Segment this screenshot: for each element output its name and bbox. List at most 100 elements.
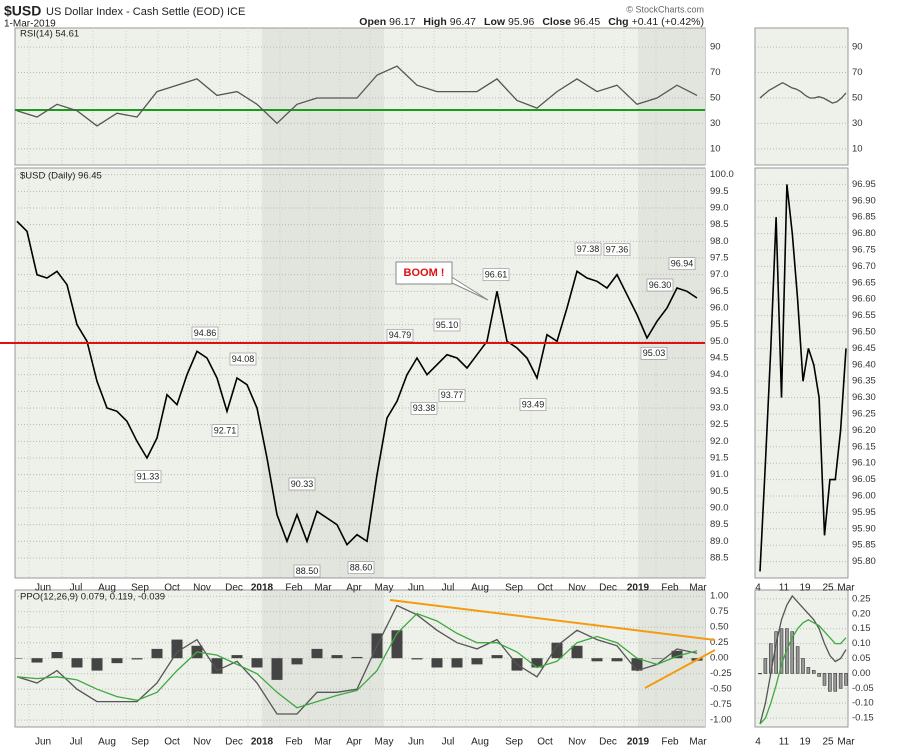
panel: 95.80 95.85 95.90 95.95 96.00 96.05 96.10 96.15… bbox=[754, 167, 876, 579]
annotation-label: 91.33 bbox=[137, 472, 160, 482]
y-tick-label: 91.0 bbox=[710, 469, 729, 480]
x-tick-label: May bbox=[375, 737, 394, 748]
shade bbox=[262, 168, 384, 578]
y-tick-label: 70 bbox=[852, 67, 863, 78]
y-tick-label: 96.20 bbox=[852, 425, 876, 436]
quote-label: Open bbox=[359, 16, 386, 28]
histogram-bar bbox=[531, 658, 543, 668]
x-tick-label: Mar bbox=[689, 583, 707, 594]
quote-value: 96.47 bbox=[450, 16, 476, 28]
y-tick-label: 89.5 bbox=[710, 519, 729, 530]
y-tick-label: 98.5 bbox=[710, 219, 729, 230]
histogram-bar bbox=[351, 656, 363, 659]
annotation-label: 97.36 bbox=[606, 245, 629, 255]
y-tick-label: 96.35 bbox=[852, 376, 876, 387]
y-tick-label: -0.10 bbox=[852, 698, 874, 709]
instrument-name: US Dollar Index - Cash Settle (EOD) ICE bbox=[46, 6, 245, 18]
callout-text: BOOM ! bbox=[404, 267, 445, 279]
y-tick-label: 92.0 bbox=[710, 436, 729, 447]
y-tick-label: 1.00 bbox=[710, 591, 729, 602]
shade bbox=[638, 28, 705, 165]
series-line bbox=[759, 594, 847, 725]
y-tick-label: 0.25 bbox=[852, 593, 871, 604]
y-tick-label: 96.70 bbox=[852, 261, 876, 272]
panels: 10 30 50 70 90 RSI(14) 54.61 88.5 89.0 89.5 90.0 9… bbox=[0, 27, 876, 728]
histogram-bar bbox=[801, 658, 805, 674]
y-tick-label: 0.00 bbox=[852, 668, 871, 679]
y-tick-label: 96.0 bbox=[710, 303, 729, 314]
y-tick-label: 95.85 bbox=[852, 540, 876, 551]
plot bbox=[15, 595, 705, 721]
panel: 0.25 0.20 0.15 0.10 0.05 0.00 -0.05 -0.10 -0.15 bbox=[754, 589, 874, 728]
histogram-bar bbox=[391, 630, 403, 659]
histogram-bar bbox=[828, 673, 832, 692]
x-tick-label: Sep bbox=[131, 583, 149, 594]
x-tick-label: May bbox=[375, 583, 394, 594]
histogram-bar bbox=[833, 673, 838, 692]
x-tick-label: Jun bbox=[35, 737, 51, 748]
x-tick-label: Jul bbox=[442, 583, 455, 594]
x-tick-label: Nov bbox=[568, 583, 586, 594]
quote-line: Open 96.17 High 96.47 Low 95.96 Close 96.45 Chg +… bbox=[359, 16, 704, 28]
y-tick-label: 30 bbox=[710, 118, 721, 129]
x-tick-label: Feb bbox=[285, 583, 303, 594]
y-tick-label: 96.10 bbox=[852, 458, 876, 469]
x-tick-label: Aug bbox=[471, 583, 489, 594]
annotation-box bbox=[438, 388, 466, 402]
y-tick-label: -0.75 bbox=[710, 699, 732, 710]
x-tick-label: 4 bbox=[755, 737, 761, 748]
date: 1-Mar-2019 bbox=[4, 19, 56, 30]
y-tick-label: 96.5 bbox=[710, 286, 729, 297]
annotation-label: 95.03 bbox=[643, 348, 666, 358]
histogram-bar bbox=[451, 658, 463, 668]
x-tick-label: 25 bbox=[822, 583, 834, 594]
x-tick-label: Sep bbox=[131, 737, 149, 748]
annotation-label: 94.08 bbox=[232, 354, 255, 364]
x-tick-label: Mar bbox=[314, 583, 332, 594]
y-tick-label: 95.0 bbox=[710, 336, 729, 347]
x-tick-label: Aug bbox=[98, 737, 116, 748]
plot bbox=[15, 46, 705, 150]
histogram-bar bbox=[251, 658, 263, 668]
quote-value: 95.96 bbox=[508, 16, 534, 28]
x-tick-label: Nov bbox=[193, 583, 211, 594]
histogram-bar bbox=[271, 658, 283, 680]
x-tick-label: Aug bbox=[471, 737, 489, 748]
annotation-label: 93.38 bbox=[413, 403, 436, 413]
quote-label: High bbox=[423, 16, 446, 28]
panel: 10 30 50 70 90 bbox=[754, 27, 863, 166]
y-tick-label: 95.90 bbox=[852, 523, 876, 534]
series-line bbox=[16, 220, 698, 547]
histogram-bar bbox=[758, 673, 762, 675]
y-tick-label: 0.20 bbox=[852, 608, 871, 619]
x-tick-label: Oct bbox=[164, 583, 180, 594]
histogram-bar bbox=[591, 658, 603, 662]
annotation-box bbox=[574, 242, 602, 256]
x-tick-label: Jun bbox=[408, 737, 424, 748]
y-tick-label: 30 bbox=[852, 118, 863, 129]
x-tick-label: Oct bbox=[537, 583, 553, 594]
y-tick-label: -1.00 bbox=[710, 715, 732, 726]
y-tick-label: 100.0 bbox=[710, 169, 734, 180]
y-tick-label: 96.55 bbox=[852, 310, 876, 321]
histogram-bar bbox=[779, 628, 784, 674]
quote-label: Close bbox=[542, 16, 571, 28]
y-tick-label: 50 bbox=[710, 92, 721, 103]
histogram-bar bbox=[111, 658, 123, 664]
series-line bbox=[16, 604, 698, 715]
y-tick-label: 10 bbox=[710, 143, 721, 154]
y-tick-label: 97.5 bbox=[710, 253, 729, 264]
annotation-label: 93.77 bbox=[441, 390, 464, 400]
x-tick-label: Mar bbox=[689, 737, 707, 748]
x-tick-label: Oct bbox=[537, 737, 553, 748]
x-tick-label: Feb bbox=[285, 737, 303, 748]
y-tick-label: 90.0 bbox=[710, 503, 729, 514]
y-tick-label: 99.0 bbox=[710, 203, 729, 214]
annotation-box bbox=[347, 561, 375, 575]
x-tick-label: 2018 bbox=[251, 737, 274, 748]
annotation-box bbox=[640, 346, 668, 360]
y-tick-label: 0.75 bbox=[710, 606, 729, 617]
x-tick-label: Dec bbox=[225, 583, 243, 594]
y-tick-label: 89.0 bbox=[710, 536, 729, 547]
panel-label: $USD (Daily) 96.45 bbox=[20, 171, 102, 182]
